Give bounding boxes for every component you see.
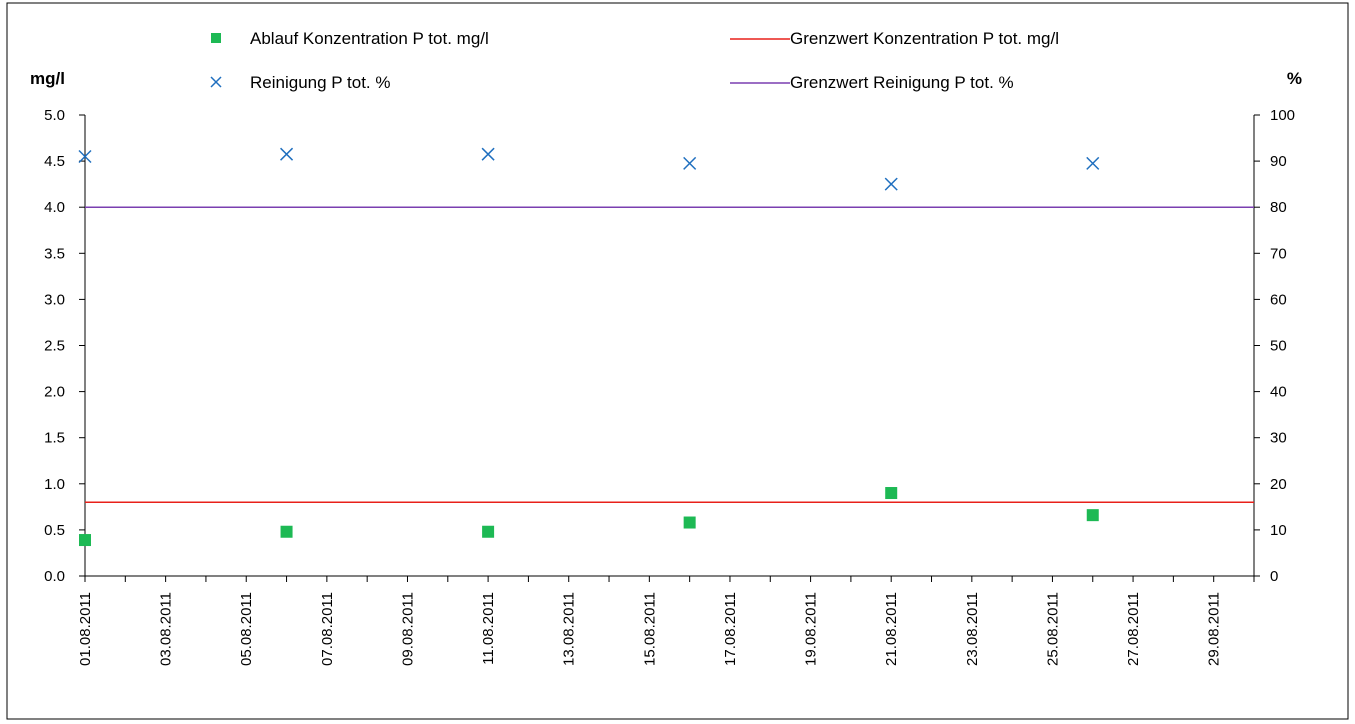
x-tick-label: 23.08.2011 <box>964 592 981 666</box>
ablauf-marker <box>683 516 696 529</box>
y-left-tick-label: 1.0 <box>44 476 65 493</box>
reinigung-marker <box>683 156 697 170</box>
y-left-tick-label: 4.0 <box>44 199 65 216</box>
x-tick-label: 21.08.2011 <box>883 592 900 666</box>
x-tick-label: 17.08.2011 <box>722 592 739 666</box>
x-tick-label: 29.08.2011 <box>1206 592 1223 666</box>
y-left-tick-label: 2.5 <box>44 338 65 355</box>
y-left-tick-label: 0.5 <box>44 522 65 539</box>
y-left-tick-label: 3.0 <box>44 291 65 308</box>
y-right-tick-label: 10 <box>1270 522 1287 539</box>
x-tick-label: 05.08.2011 <box>238 592 255 666</box>
y-left-tick-label: 4.5 <box>44 153 65 170</box>
y-right-tick-label: 80 <box>1270 199 1287 216</box>
x-tick-label: 01.08.2011 <box>77 592 94 666</box>
ablauf-marker <box>280 525 293 538</box>
y-right-tick-label: 60 <box>1270 291 1287 308</box>
reinigung-marker <box>280 147 294 161</box>
legend-label-grenzwert-konzentration: Grenzwert Konzentration P tot. mg/l <box>790 29 1059 48</box>
y-right-tick-label: 90 <box>1270 153 1287 170</box>
y-left-tick-label: 0.0 <box>44 568 65 585</box>
y-right-tick-label: 0 <box>1270 568 1278 585</box>
x-tick-label: 13.08.2011 <box>561 592 578 666</box>
x-tick-label: 15.08.2011 <box>641 592 658 666</box>
legend-label-reinigung: Reinigung P tot. % <box>250 73 391 92</box>
legend-marker-ablauf <box>211 33 221 43</box>
y-right-tick-label: 100 <box>1270 107 1295 124</box>
reinigung-marker <box>78 149 92 164</box>
legend-label-ablauf: Ablauf Konzentration P tot. mg/l <box>250 29 489 48</box>
ablauf-marker <box>79 534 91 547</box>
x-tick-label: 07.08.2011 <box>319 592 336 666</box>
y-right-axis-label: % <box>1287 69 1302 88</box>
y-right-tick-label: 20 <box>1270 476 1287 493</box>
x-tick-label: 27.08.2011 <box>1125 592 1142 666</box>
chart-border <box>6 2 1349 720</box>
y-right-tick-label: 40 <box>1270 384 1287 401</box>
legend-marker-reinigung <box>210 76 222 88</box>
x-tick-label: 19.08.2011 <box>803 592 820 666</box>
ablauf-marker <box>885 487 898 500</box>
y-right-tick-label: 70 <box>1270 245 1287 262</box>
y-left-tick-label: 2.0 <box>44 384 65 401</box>
ablauf-marker <box>1086 509 1099 522</box>
reinigung-marker <box>884 177 898 191</box>
x-tick-label: 25.08.2011 <box>1044 592 1061 666</box>
x-tick-label: 03.08.2011 <box>158 592 175 666</box>
y-left-tick-label: 5.0 <box>44 107 65 124</box>
reinigung-marker <box>481 147 495 161</box>
y-left-tick-label: 3.5 <box>44 245 65 262</box>
y-left-tick-label: 1.5 <box>44 430 65 447</box>
reinigung-marker <box>1086 156 1100 170</box>
plot-area: 0.0 0.5 1.0 1.5 2.0 2.5 3.0 3.5 4.0 4.5 5.0 0 10 20 30… <box>44 107 1295 666</box>
ablauf-marker <box>482 525 495 538</box>
x-tick-label: 09.08.2011 <box>399 592 416 666</box>
y-right-tick-label: 50 <box>1270 338 1287 355</box>
x-tick-label: 11.08.2011 <box>480 592 497 665</box>
legend-label-grenzwert-reinigung: Grenzwert Reinigung P tot. % <box>790 73 1014 92</box>
legend: Ablauf Konzentration P tot. mg/l Grenzwe… <box>210 29 1059 92</box>
y-right-tick-label: 30 <box>1270 430 1287 447</box>
y-left-axis-label: mg/l <box>30 69 65 88</box>
